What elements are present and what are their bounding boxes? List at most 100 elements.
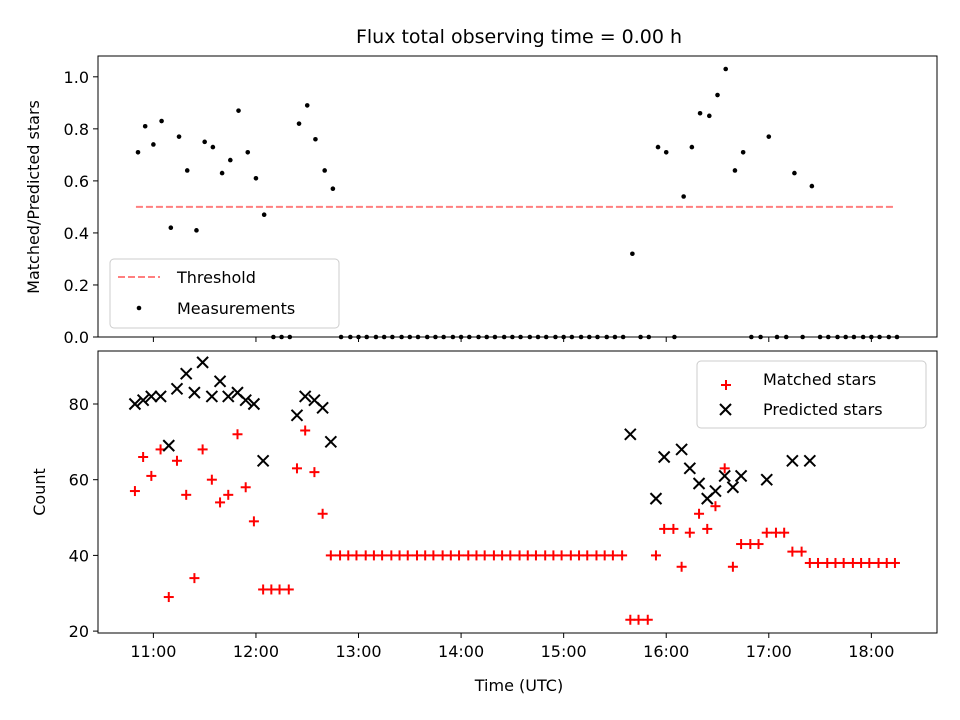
count-panel-series (128, 356, 900, 625)
measurement-point (732, 168, 738, 173)
x-tick-label: 18:00 (848, 642, 894, 661)
predicted-star-point (324, 435, 338, 449)
predicted-star-point (180, 367, 193, 380)
matched-star-point (129, 486, 140, 497)
count-legend-box (696, 360, 927, 429)
measurement-point (194, 228, 199, 233)
predicted-star-stroke-b (760, 473, 773, 486)
ratio-y-tick-label: 0.2 (64, 276, 89, 295)
matched-star-point (753, 539, 764, 550)
matched-star-point (710, 501, 721, 512)
predicted-star-stroke-b (734, 469, 748, 483)
measurement-point (630, 251, 635, 257)
predicted-star-stroke-b (290, 409, 304, 422)
predicted-star-stroke-b (624, 428, 637, 441)
measurement-point (261, 212, 267, 218)
predicted-star-stroke-b (316, 401, 329, 414)
matched-star-point (138, 451, 149, 462)
legend-matched-label: Matched stars (763, 370, 876, 389)
predicted-star-stroke-b (657, 450, 671, 464)
ratio-panel-ticks: 0.0 0.2 0.4 0.6 0.8 1.0 (64, 68, 872, 347)
ratio-legend-box (109, 258, 340, 329)
measurement-point (304, 103, 310, 108)
count-y-axis-label: Count (30, 468, 49, 516)
matched-star-point (617, 550, 628, 561)
predicted-star-stroke-b (128, 397, 142, 411)
count-y-tick-label: 80 (69, 395, 89, 414)
measurement-point (228, 157, 233, 163)
matched-star-point (317, 508, 328, 519)
predicted-star-stroke-b (709, 484, 722, 498)
matched-star-point (633, 614, 644, 625)
predicted-star-point (222, 390, 235, 403)
ratio-legend: Threshold Measurements (109, 258, 340, 329)
measurement-point (202, 139, 207, 145)
ratio-y-axis-label: Matched/Predicted stars (24, 100, 43, 294)
predicted-star-point (145, 390, 158, 403)
predicted-star-stroke-b (222, 390, 235, 403)
predicted-star-point (709, 484, 722, 498)
x-tick-label: 15:00 (541, 642, 587, 661)
predicted-star-stroke-b (683, 462, 697, 475)
matched-star-point (889, 557, 900, 568)
predicted-star-point (154, 390, 167, 403)
predicted-star-stroke-b (692, 477, 706, 490)
matched-star-point (163, 592, 174, 603)
measurement-point (135, 149, 141, 155)
predicted-star-stroke-b (718, 469, 731, 483)
predicted-star-stroke-b (180, 367, 193, 380)
measurement-point (142, 123, 148, 129)
legend-threshold-label: Threshold (176, 268, 256, 287)
predicted-star-point (675, 443, 688, 456)
matched-star-point (676, 561, 687, 572)
ratio-y-tick-label: 0.4 (64, 224, 89, 243)
matched-star-point (291, 463, 302, 474)
legend-predicted-label: Predicted stars (763, 400, 883, 419)
matched-star-point (719, 463, 730, 474)
predicted-star-point (649, 492, 663, 505)
matched-star-point (796, 546, 807, 557)
predicted-star-point (760, 473, 773, 486)
matched-star-point (181, 489, 192, 500)
matched-star-point (813, 557, 824, 568)
matched-star-point (325, 550, 336, 561)
predicted-star-point (624, 428, 637, 441)
predicted-star-stroke-b (136, 394, 150, 407)
matched-star-point (650, 550, 661, 561)
matched-star-point (232, 429, 243, 440)
predicted-star-point (256, 454, 270, 467)
measurement-point (689, 144, 695, 150)
predicted-star-point (128, 397, 142, 411)
matched-star-point (702, 523, 713, 534)
measurement-point (296, 121, 302, 126)
measurement-point (740, 149, 746, 155)
measurement-point (697, 110, 703, 116)
measurement-point (151, 142, 156, 147)
predicted-star-point (162, 439, 175, 452)
x-tick-label: 16:00 (643, 642, 689, 661)
predicted-star-stroke-b (726, 481, 740, 494)
matched-star-point (351, 550, 362, 561)
predicted-star-stroke-b (188, 386, 201, 399)
matched-star-point (779, 527, 790, 538)
measurement-point (236, 108, 241, 113)
matched-star-point (787, 546, 798, 557)
chart-title: Flux total observing time = 0.00 h (356, 26, 682, 48)
matched-star-point (223, 489, 234, 500)
legend-measurements-swatch (136, 305, 142, 311)
predicted-star-point (803, 454, 817, 467)
matched-star-point (505, 550, 516, 561)
predicted-star-stroke-b (205, 390, 219, 403)
measurement-point (707, 113, 712, 119)
measurement-point (184, 168, 190, 173)
count-panel-frame (97, 350, 938, 634)
matched-star-point (454, 550, 465, 561)
measurement-point (245, 149, 251, 155)
matched-star-point (377, 550, 388, 561)
predicted-star-stroke-b (803, 454, 817, 467)
legend-matched-swatch (721, 380, 731, 390)
ratio-panel-frame (97, 55, 938, 338)
measurement-point (330, 186, 336, 191)
matched-star-point (283, 584, 294, 595)
